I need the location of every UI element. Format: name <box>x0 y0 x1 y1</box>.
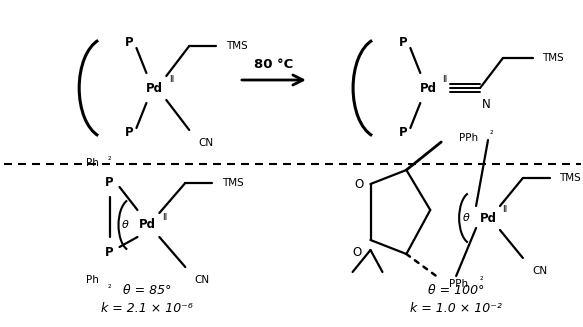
Text: N: N <box>482 97 490 111</box>
Text: ₂: ₂ <box>489 128 493 136</box>
Text: Ph: Ph <box>86 158 99 168</box>
Text: P: P <box>106 177 114 190</box>
Text: CN: CN <box>532 266 547 276</box>
Text: P: P <box>399 127 408 140</box>
Text: 80 °C: 80 °C <box>254 59 293 72</box>
Text: CN: CN <box>199 138 214 148</box>
Text: θ = 100°: θ = 100° <box>428 284 484 297</box>
Text: θ: θ <box>463 213 469 223</box>
Text: k = 2.1 × 10⁻⁶: k = 2.1 × 10⁻⁶ <box>101 301 194 315</box>
Text: II: II <box>442 76 448 84</box>
Text: P: P <box>399 37 408 49</box>
Text: ₂: ₂ <box>108 152 111 162</box>
Text: TMS: TMS <box>542 53 564 63</box>
Text: Pd: Pd <box>139 218 156 232</box>
Text: P: P <box>125 127 134 140</box>
Text: O: O <box>354 178 363 191</box>
Text: O: O <box>352 246 361 259</box>
Text: II: II <box>168 76 174 84</box>
Text: θ: θ <box>122 220 129 230</box>
Text: Pd: Pd <box>420 81 437 95</box>
Text: PPh: PPh <box>459 133 477 143</box>
Text: PPh: PPh <box>448 279 468 289</box>
Text: ₂: ₂ <box>108 282 111 290</box>
Text: Ph: Ph <box>86 275 99 285</box>
Text: CN: CN <box>195 275 210 285</box>
Text: P: P <box>125 37 134 49</box>
Text: Pd: Pd <box>480 212 497 225</box>
Text: TMS: TMS <box>226 41 248 51</box>
Text: Pd: Pd <box>146 81 163 95</box>
Text: k = 1.0 × 10⁻²: k = 1.0 × 10⁻² <box>410 301 502 315</box>
Text: II: II <box>503 205 508 215</box>
Text: II: II <box>161 213 167 221</box>
Text: P: P <box>106 247 114 260</box>
Text: ₂: ₂ <box>479 273 483 283</box>
Text: TMS: TMS <box>559 173 581 183</box>
Text: TMS: TMS <box>222 178 244 188</box>
Text: θ = 85°: θ = 85° <box>123 284 171 297</box>
